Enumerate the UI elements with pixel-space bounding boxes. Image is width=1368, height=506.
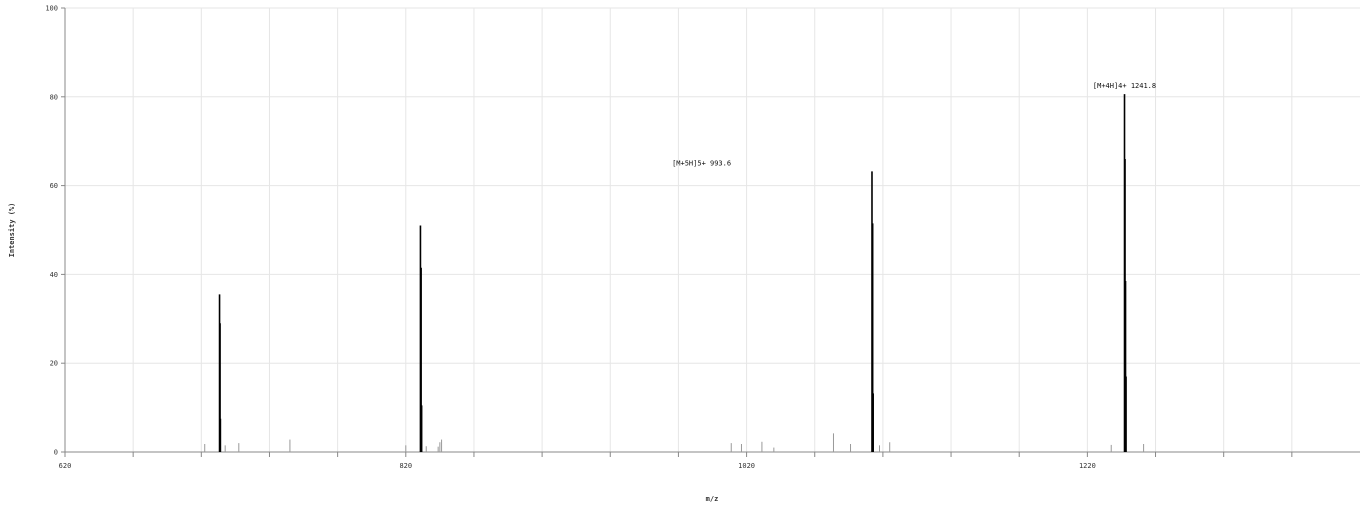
tick-layer: 620 820 1020 1220 0 20 40 60 80 100: [45, 5, 1293, 470]
peak-layer: [204, 94, 1145, 452]
y-tick-label: 40: [50, 271, 58, 279]
y-tick-label: 20: [50, 360, 58, 368]
x-axis-title: m/z: [706, 495, 719, 503]
peak-annotation: [M+4H]4+ 1241.8: [1093, 82, 1156, 90]
x-tick-label: 820: [399, 462, 412, 470]
y-tick-label: 80: [50, 93, 58, 101]
annotation-layer: [M+5H]5+ 993.6 [M+4H]4+ 1241.8: [672, 82, 1156, 167]
x-tick-label: 1020: [738, 462, 755, 470]
y-tick-label: 100: [45, 5, 58, 13]
y-tick-label: 0: [54, 449, 58, 457]
peak-annotation: [M+5H]5+ 993.6: [672, 159, 731, 167]
y-tick-label: 60: [50, 182, 58, 190]
x-tick-label: 620: [59, 462, 72, 470]
y-axis-title: Intensity (%): [8, 203, 16, 258]
grid-layer: [64, 7, 1360, 452]
axes-layer: [64, 8, 1360, 453]
x-tick-label: 1220: [1079, 462, 1096, 470]
